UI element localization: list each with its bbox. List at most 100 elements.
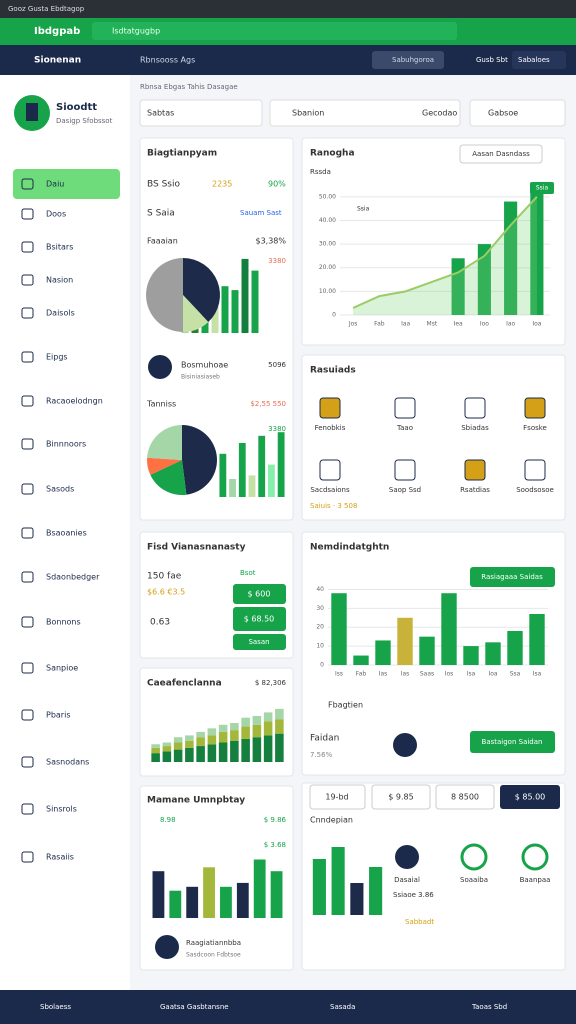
nav-item[interactable]: Pbaris	[46, 711, 70, 720]
nav-item[interactable]: Nasion	[46, 276, 73, 285]
filter-button[interactable]	[469, 99, 566, 127]
label[interactable]: Gaatsa Gasbtansne	[160, 1003, 229, 1011]
icon	[395, 845, 419, 869]
nav-menu[interactable]	[512, 51, 566, 69]
y-tick-label: 0	[320, 662, 324, 669]
bar	[369, 867, 383, 915]
avatar-icon	[26, 103, 38, 121]
bar-segment	[185, 740, 194, 748]
label: Mamane Umnpbtay	[147, 796, 245, 806]
label[interactable]: Sbolaess	[40, 1003, 71, 1011]
nav-icon	[21, 616, 34, 628]
button[interactable]	[459, 144, 543, 164]
icon	[460, 843, 488, 871]
button[interactable]	[233, 634, 286, 650]
x-tick-label: Iss	[335, 671, 343, 678]
label[interactable]: Sasan	[248, 638, 269, 646]
nav-item[interactable]: Daisols	[46, 309, 75, 318]
search-box[interactable]	[92, 22, 457, 40]
panel	[301, 354, 566, 521]
amount-box[interactable]	[500, 785, 560, 809]
label[interactable]: Sabaloes	[518, 56, 550, 64]
label[interactable]: $ 600	[248, 590, 271, 599]
bar	[169, 890, 182, 918]
active-nav	[13, 169, 120, 199]
button[interactable]	[233, 584, 286, 604]
bar-segment	[252, 724, 262, 738]
label[interactable]: Gecodao	[422, 109, 457, 118]
nav-item[interactable]: Bsaoanies	[46, 529, 87, 538]
nav-item[interactable]: Rasaiis	[46, 853, 74, 862]
label: Soaaiba	[460, 876, 488, 884]
pie-slice	[146, 258, 183, 332]
label[interactable]: Bastaigon Saidan	[482, 738, 543, 746]
label[interactable]: $ 85.00	[515, 793, 546, 802]
label[interactable]: Gabsoe	[488, 109, 518, 118]
bar-segment	[230, 723, 239, 731]
label: $ 9.86	[264, 816, 287, 824]
nav-item[interactable]: Sasods	[46, 485, 74, 494]
bar	[248, 475, 256, 497]
x-tick-label: Fab	[356, 671, 367, 678]
label: Soodsosoe	[516, 486, 554, 494]
label[interactable]: Taoas Sbd	[471, 1003, 507, 1011]
button[interactable]	[470, 567, 555, 587]
label[interactable]: Rasiagaaa Saidas	[481, 573, 543, 581]
label[interactable]: Sabuhgoroa	[392, 56, 434, 64]
button[interactable]	[470, 731, 555, 753]
label[interactable]: 8 8500	[451, 793, 479, 802]
nav-icon	[21, 208, 34, 220]
nav-search[interactable]	[372, 51, 444, 69]
map-icon	[393, 733, 417, 757]
label[interactable]: 19-bd	[325, 793, 348, 802]
nav-item[interactable]: Sasnodans	[46, 758, 89, 767]
nav-item[interactable]: Sinsrols	[46, 805, 77, 814]
label[interactable]: Sasada	[330, 1003, 355, 1011]
amount-box[interactable]	[435, 784, 495, 810]
x-tick-label: Ioa	[532, 321, 541, 328]
nav-item[interactable]: Daiu	[46, 180, 64, 189]
bar	[236, 882, 249, 918]
x-tick-label: Ias	[401, 671, 410, 678]
nav-icon	[21, 803, 34, 815]
nav-item[interactable]: Sanpioe	[46, 664, 78, 673]
label[interactable]: Gusb Sbt	[476, 56, 508, 64]
bar	[331, 847, 345, 915]
nav-item[interactable]: Doos	[46, 210, 66, 219]
label: 90%	[268, 180, 286, 189]
label[interactable]: Sbanion	[292, 109, 324, 118]
bar-segment	[207, 744, 217, 762]
label[interactable]: Rbnsooss Ags	[140, 56, 195, 65]
filter-search[interactable]	[269, 99, 461, 127]
button[interactable]	[233, 607, 286, 631]
select[interactable]	[139, 99, 263, 127]
amount-box[interactable]	[371, 784, 431, 810]
label[interactable]: Aasan Dasndass	[472, 150, 530, 158]
nav-item[interactable]: Binnnoors	[46, 440, 86, 449]
bar-segment	[162, 751, 172, 762]
bar-segment	[275, 733, 284, 762]
label: Sauam Sast	[240, 209, 282, 217]
label[interactable]: $ 68.50	[244, 615, 275, 624]
bar	[238, 443, 246, 497]
label: Faaaian	[147, 237, 178, 246]
label: Sasdcoon Fdbtsoe	[186, 952, 241, 959]
nav-icon	[21, 709, 34, 721]
label[interactable]: Sabtas	[147, 109, 174, 118]
label[interactable]: Isdtatgugbp	[112, 27, 160, 36]
nav-item[interactable]: Eipgs	[46, 353, 68, 362]
nav-item[interactable]: Racaoelodngn	[46, 397, 103, 406]
label[interactable]: $ 9.85	[388, 793, 413, 802]
amount-box[interactable]	[309, 784, 366, 810]
nav-item[interactable]: Bonnons	[46, 618, 81, 627]
bar	[530, 192, 544, 315]
nav-item[interactable]: Sdaonbedger	[46, 573, 100, 582]
x-tick-label: Fab	[374, 321, 385, 328]
label: Dasigp Sfobssot	[56, 117, 113, 125]
bar-segment	[173, 749, 183, 762]
bar-segment	[173, 742, 183, 750]
nav-item[interactable]: Bsitars	[46, 243, 73, 252]
bar	[529, 614, 545, 665]
label: Bosmuhoae	[181, 361, 228, 370]
